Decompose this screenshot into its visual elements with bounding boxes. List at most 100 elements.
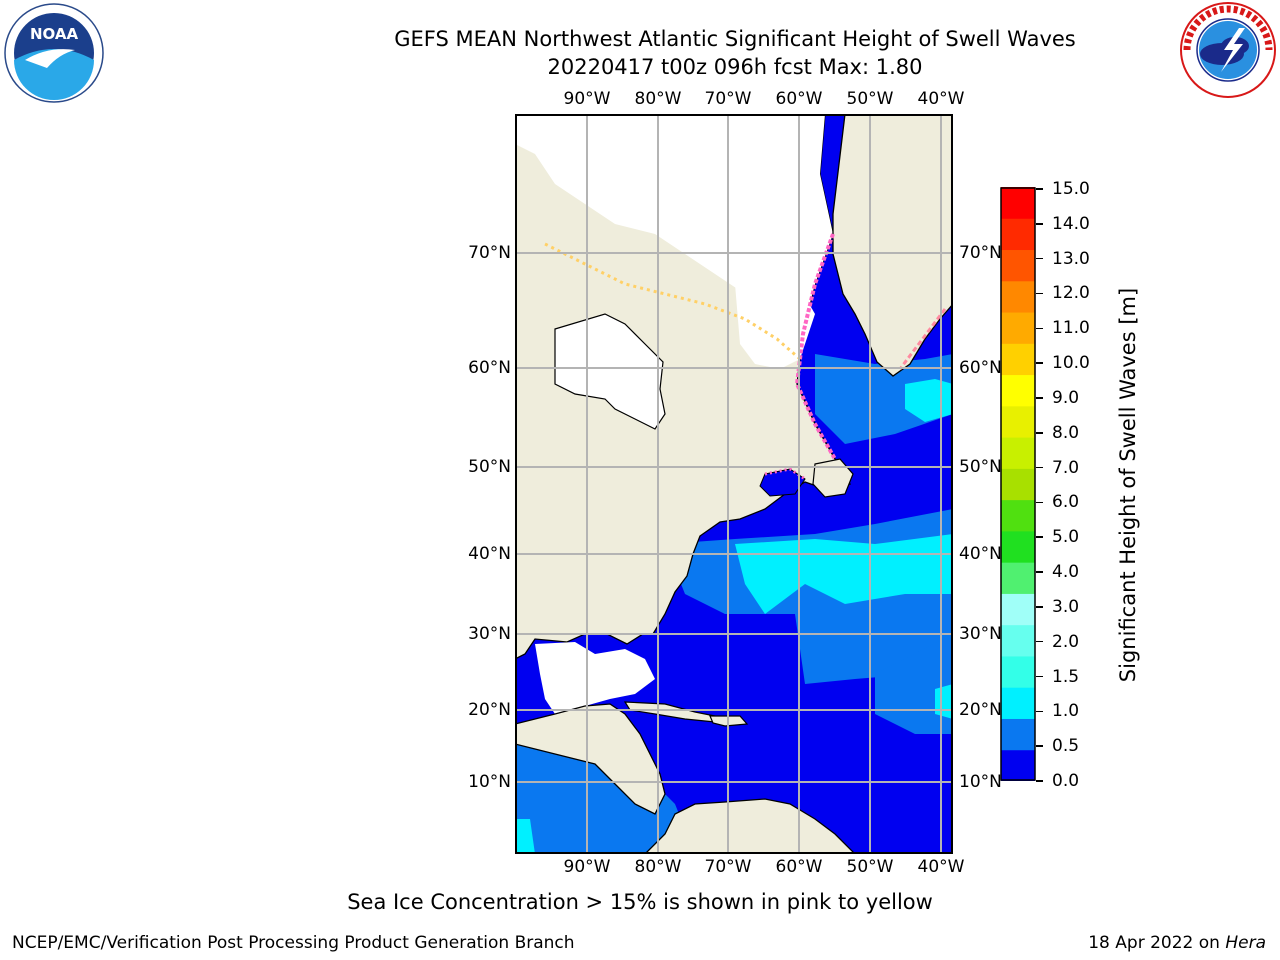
lat-label-right: 50°N [959,457,1002,477]
noaa-logo-text: NOAA [30,25,79,43]
lon-label-top: 40°W [917,89,965,109]
sea-ice-edge [544,242,801,361]
colorbar-tick-label: 2.0 [1052,631,1080,652]
footer-credit: NCEP/EMC/Verification Post Processing Pr… [12,933,575,953]
lon-label-bottom: 80°W [634,857,682,877]
arctic-ice-area [515,114,833,314]
colorbar-tick-label: 8.0 [1052,422,1080,443]
colorbar-tick-label: 4.0 [1052,562,1080,583]
colorbar-cell [1001,468,1035,501]
lon-label-bottom: 60°W [775,857,823,877]
colorbar-label: Significant Height of Swell Waves [m] [1116,287,1140,683]
colorbar-cell [1001,624,1035,657]
colorbar-tick-label: 14.0 [1052,213,1090,234]
colorbar-tick-label: 9.0 [1052,387,1080,408]
noaa-logo-icon: NOAA [4,3,104,103]
colorbar-tick-mark [1036,432,1043,434]
colorbar-tick-label: 13.0 [1052,248,1090,269]
lat-label-left: 60°N [468,358,511,378]
colorbar [1000,187,1036,781]
lon-label-bottom: 40°W [917,857,965,877]
colorbar-tick-mark [1036,466,1043,469]
footer-date-text: 18 Apr 2022 on [1088,933,1220,953]
baffin-ice-area [735,279,815,369]
lat-label-right: 40°N [959,544,1002,564]
lon-label-top: 60°W [775,89,823,109]
page-title: GEFS MEAN Northwest Atlantic Significant… [394,27,1076,51]
sea-ice-note: Sea Ice Concentration > 15% is shown in … [347,890,933,914]
lat-label-right: 70°N [959,243,1002,263]
footer-host: Hera [1225,933,1266,953]
colorbar-tick-label: 6.0 [1052,492,1080,513]
colorbar-tick-label: 0.5 [1052,736,1080,757]
swell-band-mid [515,734,695,854]
colorbar-tick-mark [1036,640,1043,643]
colorbar-cell [1001,530,1035,563]
newfoundland-land [812,458,854,498]
lat-label-left: 40°N [468,544,511,564]
colorbar-cell [1001,280,1035,313]
colorbar-tick-label: 5.0 [1052,527,1080,548]
lon-label-top: 50°W [846,89,894,109]
central-america-land [515,703,666,815]
colorbar-tick-mark [1036,327,1043,330]
lat-label-left: 20°N [468,700,511,720]
colorbar-tick-mark [1036,257,1043,260]
colorbar-tick-mark [1036,571,1043,573]
colorbar-tick-label: 15.0 [1052,179,1090,199]
colorbar-cell [1001,343,1035,376]
lat-label-right: 60°N [959,358,1002,378]
lat-label-right: 10°N [959,772,1002,792]
colorbar-tick-label: 12.0 [1052,283,1090,304]
colorbar-cell [1001,374,1035,407]
colorbar-tick-mark [1036,745,1043,747]
colorbar-cell [1001,562,1035,594]
map-panel [515,114,953,854]
lat-label-right: 30°N [959,624,1002,644]
colorbar-cell [1001,249,1035,282]
colorbar-cell [1001,312,1035,344]
colorbar-tick-label: 1.0 [1052,701,1080,722]
hudson-bay [554,313,666,430]
colorbar-tick-mark [1036,397,1043,399]
colorbar-tick-mark [1036,606,1043,608]
swell-band-high [515,819,535,854]
colorbar-cell [1001,718,1035,751]
colorbar-tick-mark [1036,710,1043,713]
colorbar-tick-label: 0.0 [1052,771,1080,791]
colorbar-cell [1001,405,1035,438]
graticule [515,114,953,854]
colorbar-tick-mark [1036,780,1043,782]
gulf-of-mexico-white [535,642,655,714]
lon-label-bottom: 50°W [846,857,894,877]
colorbar-cell [1001,187,1035,219]
nws-logo-icon [1180,2,1276,98]
swell-band-mid [815,354,953,444]
colorbar-tick-label: 7.0 [1052,457,1080,478]
colorbar-tick-mark [1036,188,1043,190]
colorbar-tick-label: 10.0 [1052,353,1090,374]
lon-label-bottom: 90°W [563,857,611,877]
lat-label-left: 50°N [468,457,511,477]
colorbar-tick-mark [1036,675,1043,678]
colorbar-cell [1001,687,1035,719]
colorbar-tick-mark [1036,362,1043,364]
colorbar-cell [1001,655,1035,688]
forecast-subtitle: 20220417 t00z 096h fcst Max: 1.80 [547,55,923,79]
colorbar-tick-mark [1036,536,1043,538]
lon-label-top: 90°W [563,89,611,109]
colorbar-cell [1001,593,1035,626]
colorbar-tick-mark [1036,292,1043,295]
colorbar-cell [1001,749,1035,781]
colorbar-tick-label: 3.0 [1052,596,1080,617]
colorbar-tick-mark [1036,223,1043,225]
south-america-land [644,798,856,854]
sea-ice-edge [898,308,947,370]
footer-date: 18 Apr 2022 on Hera [1088,933,1266,953]
colorbar-cell [1001,437,1035,469]
colorbar-cell [1001,499,1035,532]
map-frame [515,114,953,854]
swell-band-high [935,684,953,719]
lat-label-left: 10°N [468,772,511,792]
colorbar-cell [1001,218,1035,251]
